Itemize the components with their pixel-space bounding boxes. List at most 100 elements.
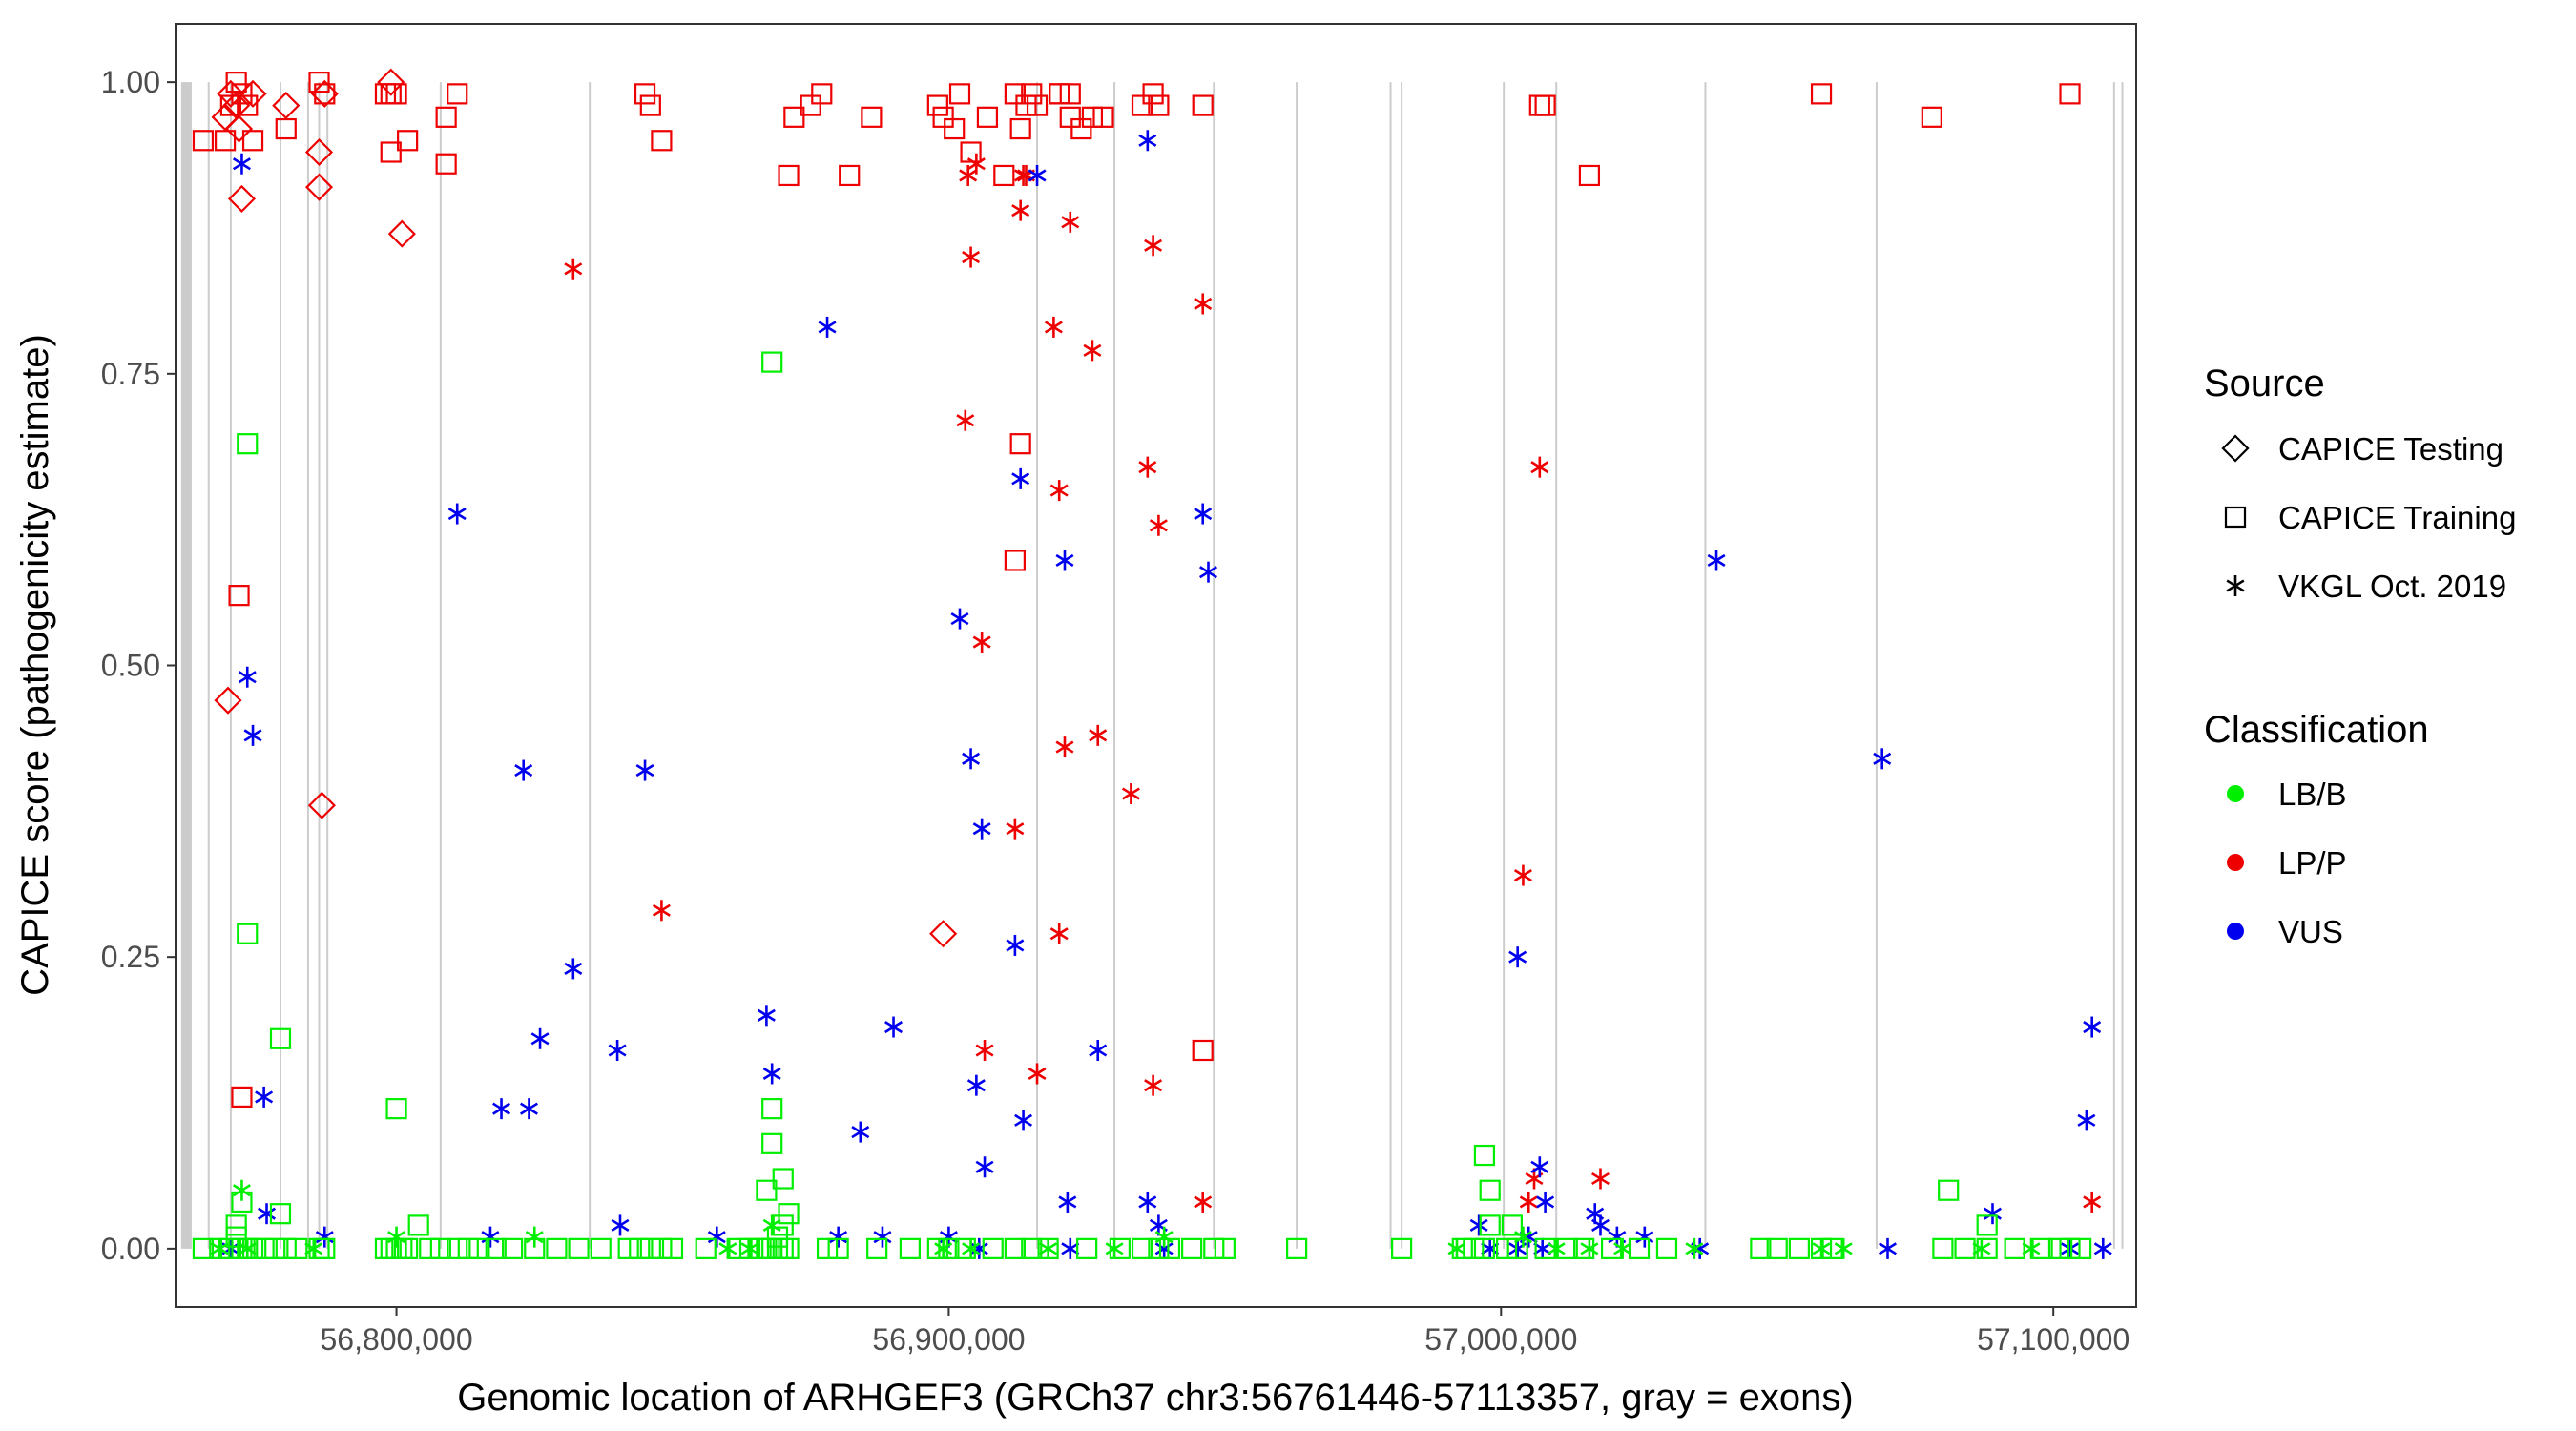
point-capice-training-lb-b — [253, 1237, 275, 1259]
point-vkgl-vus — [238, 666, 257, 688]
point-vkgl-vus — [1984, 1203, 2002, 1225]
legend-class-label: LP/P — [2278, 845, 2347, 881]
point-capice-training-lb-b — [397, 1237, 419, 1259]
point-vkgl-lb-b — [740, 1237, 759, 1259]
point-vkgl-lp-p — [564, 258, 583, 280]
point-capice-testing-lp-p — [214, 686, 242, 715]
point-vkgl-lp-p — [652, 900, 671, 922]
point-capice-training-lb-b — [1573, 1237, 1595, 1259]
point-capice-training-lp-p — [839, 164, 861, 187]
point-capice-training-lp-p — [926, 94, 948, 116]
point-capice-training-lp-p — [651, 130, 673, 152]
point-vkgl-vus — [2061, 1237, 2080, 1259]
point-vkgl-lp-p — [1144, 1074, 1163, 1096]
point-capice-training-lp-p — [1092, 106, 1114, 128]
point-vkgl-lp-p — [1028, 1063, 1047, 1085]
point-capice-training-lb-b — [899, 1237, 922, 1259]
point-capice-training-lb-b — [661, 1237, 684, 1259]
point-vkgl-vus — [243, 724, 262, 746]
point-capice-training-lp-p — [1534, 94, 1556, 116]
point-vkgl-vus — [1011, 467, 1030, 489]
point-capice-training-lb-b — [695, 1237, 717, 1259]
x-axis-title: Genomic location of ARHGEF3 (GRCh37 chr3… — [457, 1377, 1853, 1419]
legend-class-label: LB/B — [2278, 777, 2347, 812]
point-capice-training-lb-b — [237, 923, 259, 944]
point-vkgl-lp-p — [1149, 514, 1168, 536]
point-capice-training-lb-b — [1473, 1144, 1496, 1167]
point-vkgl-vus — [969, 1237, 988, 1259]
point-capice-training-lb-b — [1976, 1214, 1998, 1236]
point-capice-training-lp-p — [1004, 83, 1026, 105]
point-capice-training-lb-b — [1109, 1237, 1131, 1259]
point-capice-training-lb-b — [485, 1237, 507, 1259]
point-vkgl-vus — [762, 1063, 781, 1085]
point-capice-training-lb-b — [761, 351, 783, 373]
point-capice-training-lp-p — [1810, 83, 1833, 105]
point-capice-training-lb-b — [1501, 1214, 1523, 1236]
point-vkgl-lb-b — [1105, 1237, 1124, 1259]
point-capice-training-lb-b — [954, 1237, 976, 1259]
legend-source-label: CAPICE Testing — [2278, 431, 2503, 467]
point-vkgl-vus — [232, 153, 251, 175]
x-axis: 56,800,000 56,900,000 57,000,000 57,100,000 — [320, 1307, 2129, 1357]
point-vkgl-lb-b — [934, 1237, 953, 1259]
point-vkgl-vus — [851, 1121, 870, 1143]
point-capice-training-lb-b — [2047, 1237, 2070, 1259]
point-capice-training-lb-b — [457, 1237, 479, 1259]
point-capice-testing-lp-p — [304, 137, 334, 167]
point-capice-testing-lp-p — [239, 79, 267, 108]
point-vkgl-lp-p — [1530, 456, 1549, 478]
legend-classification: Classification LB/B LP/P VUS — [2204, 709, 2429, 949]
point-capice-training-lb-b — [629, 1237, 651, 1259]
point-vkgl-vus — [1138, 1191, 1157, 1213]
x-tick-label: 56,900,000 — [872, 1322, 1025, 1357]
point-capice-training-lb-b — [447, 1237, 468, 1259]
point-vkgl-lb-b — [1972, 1237, 1991, 1259]
point-vkgl-lb-b — [2022, 1237, 2041, 1259]
y-tick-label: 0.25 — [101, 940, 160, 974]
point-capice-training-lp-p — [308, 72, 330, 93]
point-vkgl-lb-b — [1039, 1237, 1058, 1259]
y-axis: 0.00 0.25 0.50 0.75 1.00 — [101, 65, 176, 1266]
point-vkgl-lp-p — [1513, 864, 1532, 886]
point-capice-training-lb-b — [926, 1237, 948, 1259]
legend-source-label: CAPICE Training — [2278, 500, 2516, 535]
point-capice-training-lp-p — [1192, 1039, 1214, 1062]
x-tick-label: 57,000,000 — [1424, 1322, 1577, 1357]
point-capice-training-lp-p — [219, 94, 241, 116]
point-capice-training-lb-b — [778, 1237, 800, 1259]
point-capice-training-lp-p — [1026, 94, 1049, 116]
point-vkgl-lb-b — [1513, 1226, 1532, 1248]
point-capice-training-lp-p — [976, 106, 999, 128]
point-capice-training-lb-b — [1479, 1214, 1501, 1236]
point-capice-testing-lp-p — [304, 173, 334, 201]
point-capice-training-lb-b — [639, 1237, 661, 1259]
point-vkgl-vus — [1194, 503, 1213, 525]
point-capice-training-lb-b — [385, 1098, 407, 1120]
point-vkgl-lp-p — [962, 246, 981, 268]
point-capice-training-lp-p — [1142, 83, 1164, 105]
point-capice-training-lb-b — [468, 1237, 490, 1259]
point-vkgl-vus — [608, 1040, 627, 1061]
point-capice-training-lp-p — [944, 117, 966, 140]
point-capice-training-lb-b — [1932, 1237, 1954, 1259]
point-capice-training-lp-p — [397, 130, 419, 152]
point-capice-training-lp-p — [435, 153, 457, 175]
point-capice-training-lb-b — [502, 1237, 524, 1259]
point-vkgl-vus — [1199, 561, 1217, 583]
point-capice-training-lp-p — [800, 94, 821, 116]
point-capice-training-lp-p — [932, 106, 954, 128]
legend-key-diamond — [2221, 434, 2250, 463]
legend-source-title: Source — [2204, 363, 2325, 404]
point-vkgl-lb-b — [962, 1237, 981, 1259]
point-capice-training-lb-b — [192, 1237, 215, 1259]
point-vkgl-lp-p — [1049, 923, 1069, 944]
legend-source: Source CAPICE Testing CAPICE Training VKGL… — [2204, 363, 2516, 604]
point-capice-training-lb-b — [772, 1168, 794, 1190]
point-vkgl-vus — [315, 1226, 334, 1248]
point-capice-training-lb-b — [761, 1132, 783, 1154]
point-vkgl-vus — [447, 503, 467, 525]
legend-key-square — [2224, 506, 2247, 529]
point-capice-training-lp-p — [1009, 433, 1031, 455]
